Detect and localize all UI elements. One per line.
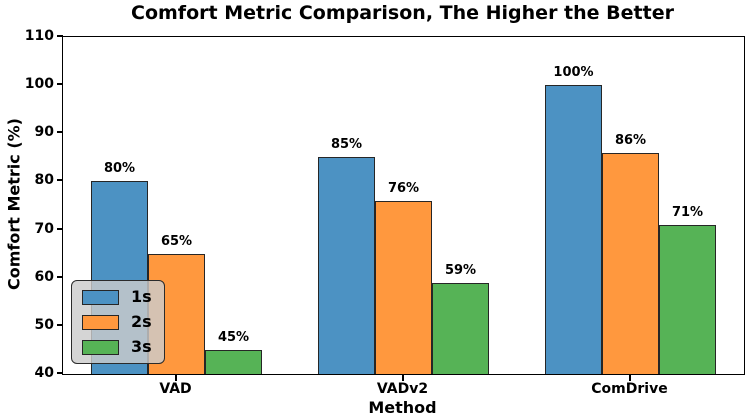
y-tick-label: 110 bbox=[24, 28, 54, 44]
bar-2s-ComDrive bbox=[602, 152, 659, 374]
legend-swatch-3s bbox=[82, 339, 119, 355]
legend-swatch-1s bbox=[82, 289, 119, 305]
bar-value-label: 65% bbox=[160, 233, 193, 249]
bar-value-label: 59% bbox=[444, 262, 477, 278]
y-tick-label: 40 bbox=[34, 365, 54, 381]
legend-item-1s: 1s bbox=[82, 289, 152, 305]
bar-3s-VAD bbox=[205, 349, 262, 374]
x-tick-label-VADv2: VADv2 bbox=[376, 381, 429, 397]
y-tick-mark bbox=[57, 372, 63, 374]
y-tick-label: 70 bbox=[34, 220, 54, 237]
legend-item-3s: 3s bbox=[82, 339, 152, 355]
y-tick-mark bbox=[57, 179, 63, 182]
x-tick-mark bbox=[401, 375, 404, 381]
bar-value-label: 86% bbox=[614, 132, 647, 148]
y-tick-mark bbox=[57, 35, 63, 37]
bar-3s-VADv2 bbox=[432, 282, 489, 374]
chart-title: Comfort Metric Comparison, The Higher th… bbox=[131, 2, 674, 24]
y-tick-mark bbox=[57, 227, 63, 230]
x-tick-mark bbox=[174, 375, 177, 381]
y-tick-mark bbox=[57, 323, 63, 326]
legend-label-3s: 3s bbox=[131, 337, 152, 356]
y-tick-label: 90 bbox=[34, 124, 54, 141]
legend: 1s 2s 3s bbox=[71, 280, 165, 364]
bar-value-label: 45% bbox=[217, 329, 250, 345]
legend-label-2s: 2s bbox=[131, 312, 152, 331]
bar-value-label: 71% bbox=[671, 204, 704, 220]
bar-value-label: 80% bbox=[103, 161, 136, 177]
x-tick-label-VAD: VAD bbox=[159, 381, 192, 397]
bar-3s-ComDrive bbox=[659, 224, 716, 374]
y-axis-label: Comfort Metric (%) bbox=[4, 118, 24, 290]
y-tick-label: 100 bbox=[24, 76, 54, 93]
bar-value-label: 85% bbox=[330, 137, 363, 153]
x-tick-mark bbox=[628, 375, 631, 381]
bar-value-label: 76% bbox=[387, 180, 420, 196]
y-tick-label: 80 bbox=[34, 172, 54, 189]
y-tick-label: 50 bbox=[34, 316, 54, 333]
y-tick-mark bbox=[57, 131, 63, 134]
x-tick-label-ComDrive: ComDrive bbox=[591, 381, 668, 397]
legend-label-1s: 1s bbox=[131, 287, 152, 306]
legend-swatch-2s bbox=[82, 314, 119, 330]
bar-2s-VADv2 bbox=[375, 200, 432, 374]
legend-item-2s: 2s bbox=[82, 314, 152, 330]
bar-1s-VADv2 bbox=[318, 157, 375, 374]
y-tick-label: 60 bbox=[34, 268, 54, 285]
x-axis-title: Method bbox=[368, 398, 437, 417]
y-tick-mark bbox=[57, 83, 63, 86]
y-tick-mark bbox=[57, 275, 63, 278]
bar-1s-ComDrive bbox=[545, 85, 602, 374]
bar-value-label: 100% bbox=[553, 65, 594, 81]
plot-area: 80% 65% 45% 85% 76% 59% 100% 86% 71% 1s 2s 3s bbox=[62, 36, 745, 375]
